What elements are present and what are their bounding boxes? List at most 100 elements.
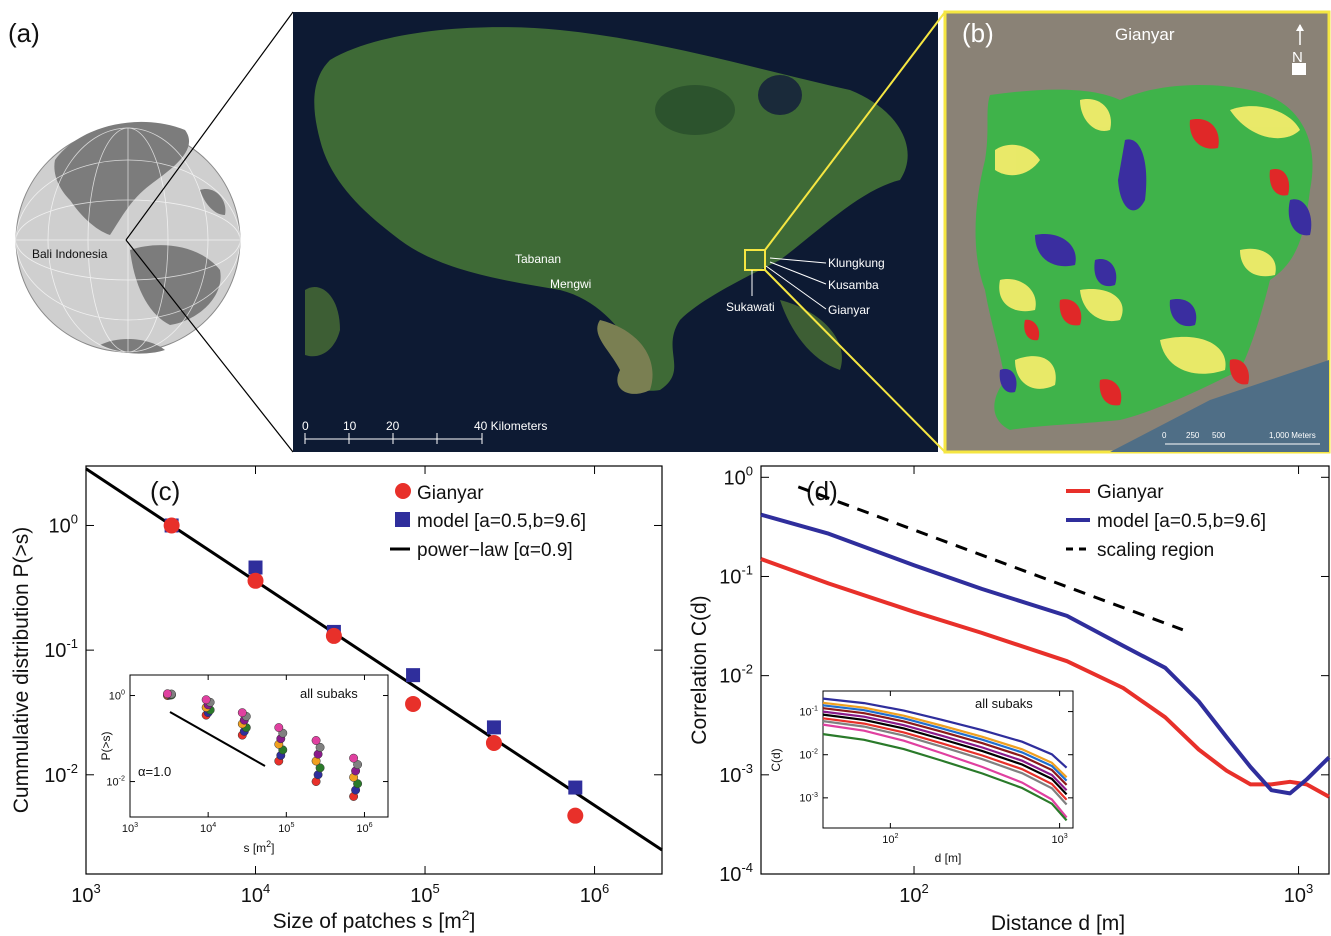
chart-d: (d) Distance d [m] Correlation C(d) 102 1… xyxy=(688,463,1331,935)
zoom-line-bottom xyxy=(125,239,294,453)
x-tick-label: 102 xyxy=(899,881,928,907)
xlabel-text: Size of patches s [m xyxy=(273,910,462,933)
inset-subak-line xyxy=(822,720,1068,806)
y-tick-label: 10-2 xyxy=(44,761,78,787)
x-tick-label: 106 xyxy=(580,881,609,907)
y-tick-label: 100 xyxy=(49,511,78,537)
x-tick-label: 104 xyxy=(241,881,270,907)
chart-d-marks xyxy=(760,485,1331,799)
panel-label-a: (a) xyxy=(8,18,40,48)
inset-subak-point xyxy=(315,763,325,773)
model-point xyxy=(486,720,501,735)
inset-subak-line xyxy=(822,733,1068,822)
zoom-line-yellow-bottom xyxy=(764,269,946,453)
y-tick-label: 10-3 xyxy=(719,761,753,787)
gianyar-scale-bar: 0 250 500 1,000 Meters xyxy=(1162,431,1320,445)
legend-label: Gianyar xyxy=(1097,482,1164,503)
chart-c-inset: all subaks α=1.0 s [m2] P(>s) 103 104 105 1… xyxy=(99,674,389,855)
inset-c-slope-line xyxy=(169,711,266,767)
scale-tick: 250 xyxy=(1186,431,1200,440)
map-scale-bar: 0 10 20 40 Kilometers xyxy=(302,419,547,444)
gianyar-point xyxy=(405,695,422,712)
inset-c-ticks: 103 104 105 106 10-2 100 xyxy=(106,675,388,835)
inset-subak-line xyxy=(822,713,1068,796)
inset-d-title: all subaks xyxy=(975,696,1033,711)
y-tick-label: 10-2 xyxy=(719,662,753,688)
inset-c-title: all subaks xyxy=(300,686,358,701)
gianyar-map-title: Gianyar xyxy=(1115,25,1175,44)
inset-subak-line xyxy=(822,723,1068,819)
north-arrow-icon xyxy=(1292,24,1306,75)
x-tick-label: 106 xyxy=(356,821,372,835)
globe-location-label: Bali Indonesia xyxy=(32,247,108,261)
x-tick-label: 102 xyxy=(882,832,898,846)
panel-label-b: (b) xyxy=(962,18,994,48)
x-tick-label: 105 xyxy=(278,821,294,835)
y-tick-label: 10-2 xyxy=(106,774,125,788)
inset-subak-line xyxy=(822,707,1068,786)
model-point xyxy=(568,780,583,795)
scale-tick: 500 xyxy=(1212,431,1226,440)
x-tick-label: 103 xyxy=(1284,881,1313,907)
scale-tick: 20 xyxy=(386,419,400,433)
zoom-line-top xyxy=(125,11,294,241)
y-tick-label: 100 xyxy=(109,688,125,702)
place-label: Tabanan xyxy=(515,252,561,266)
chart-d-inset: all subaks d [m] C(d) 102 103 10-3 10-2 10-1 xyxy=(769,690,1074,865)
place-label: Gianyar xyxy=(828,303,870,317)
legend-label: scaling region xyxy=(1097,540,1214,561)
chart-c-ticks: 103 104 105 106 10-2 10-1 100 xyxy=(44,466,662,907)
place-label: Kusamba xyxy=(828,278,879,292)
chart-d-xlabel: Distance d [m] xyxy=(991,912,1125,935)
scale-tick: 0 xyxy=(302,419,309,433)
y-tick-label: 10-1 xyxy=(719,562,753,588)
y-tick-label: 100 xyxy=(724,463,753,489)
panel-label-c: (c) xyxy=(150,476,180,506)
scaling-region-line xyxy=(797,485,1184,632)
scale-tick: 0 xyxy=(1162,431,1167,440)
inset-subak-point xyxy=(353,760,363,769)
chart-c-legend: Gianyar model [a=0.5,b=9.6] power−law [α… xyxy=(390,483,586,561)
inset-subak-point xyxy=(311,736,321,745)
inset-subak-point xyxy=(353,779,363,789)
chart-c-xlabel: Size of patches s [m2] xyxy=(273,907,476,933)
inset-c-slope-label: α=1.0 xyxy=(138,764,171,779)
gianyar-highlight-box xyxy=(744,249,766,271)
inset-c-ylabel: P(>s) xyxy=(99,731,113,760)
inset-subak-line xyxy=(822,701,1068,779)
xlabel-text: s [m xyxy=(243,841,266,855)
legend-label: power−law [α=0.9] xyxy=(417,540,573,561)
inset-subak-point xyxy=(315,742,325,752)
model-point xyxy=(406,668,421,683)
gianyar-point xyxy=(325,627,342,644)
chart-d-legend: Gianyar model [a=0.5,b=9.6] scaling regi… xyxy=(1066,482,1266,561)
x-tick-label: 103 xyxy=(122,821,138,835)
place-label: Mengwi xyxy=(550,277,591,291)
legend-label: Gianyar xyxy=(417,483,484,504)
inset-d-ylabel: C(d) xyxy=(769,748,783,771)
inset-c-xlabel: s [m2] xyxy=(243,839,274,855)
legend-label: model [a=0.5,b=9.6] xyxy=(417,511,586,532)
inset-d-ticks: 102 103 10-3 10-2 10-1 xyxy=(799,691,1073,846)
gianyar-point xyxy=(247,572,264,589)
chart-d-ylabel: Correlation C(d) xyxy=(688,595,711,744)
gianyar-point xyxy=(567,807,584,824)
inset-c-marks xyxy=(163,689,363,801)
power-law-line xyxy=(85,467,663,852)
north-label: N xyxy=(1292,49,1303,66)
y-tick-label: 10-1 xyxy=(799,704,818,718)
gianyar-point xyxy=(163,517,180,534)
map-place-labels: Tabanan Mengwi Sukawati Klungkung Kusamb… xyxy=(515,252,885,317)
y-tick-label: 10-1 xyxy=(44,636,78,662)
scale-tick: 10 xyxy=(343,419,357,433)
panel-label-d: (d) xyxy=(806,476,838,506)
inset-d-marks xyxy=(822,697,1068,822)
inset-subak-point xyxy=(163,689,172,699)
place-label: Sukawati xyxy=(726,300,775,314)
legend-marker-gianyar xyxy=(395,483,411,499)
scale-tick: 1,000 Meters xyxy=(1269,431,1316,440)
inset-subak-point xyxy=(201,695,211,705)
legend-marker-model xyxy=(395,512,410,527)
y-tick-label: 10-3 xyxy=(799,791,818,805)
